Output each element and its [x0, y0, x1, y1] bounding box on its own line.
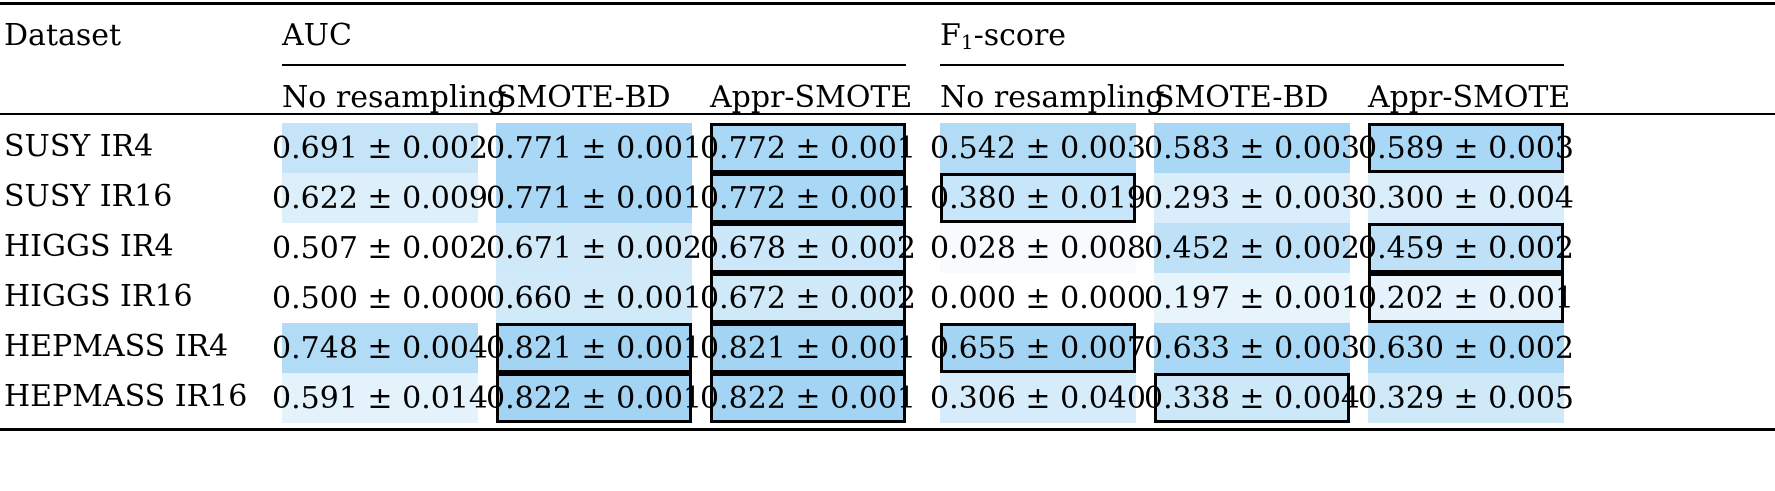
- header-rule: [0, 113, 1775, 115]
- row-label: SUSY IR16: [4, 179, 173, 214]
- table-cell: 0.583 ± 0.003: [1144, 123, 1360, 173]
- table-cell: 0.500 ± 0.000: [272, 273, 488, 323]
- subheader-f1-appr-smote: Appr-SMOTE: [1368, 80, 1571, 115]
- table-cell: 0.591 ± 0.014: [272, 373, 488, 423]
- subheader-auc-smote-bd: SMOTE-BD: [496, 80, 671, 115]
- row-label: HIGGS IR16: [4, 279, 193, 314]
- table-cell: 0.822 ± 0.001: [700, 373, 916, 423]
- auc-group-rule: [282, 64, 906, 66]
- table-cell: 0.452 ± 0.002: [1144, 223, 1360, 273]
- f1-main: F: [940, 18, 961, 53]
- table-cell: 0.821 ± 0.001: [486, 323, 702, 373]
- table-cell: 0.542 ± 0.003: [930, 123, 1146, 173]
- table-cell: 0.691 ± 0.002: [272, 123, 488, 173]
- table-cell: 0.293 ± 0.003: [1144, 173, 1360, 223]
- f1-rest: -score: [973, 18, 1067, 53]
- table-cell: 0.028 ± 0.008: [930, 223, 1146, 273]
- table-cell: 0.300 ± 0.004: [1358, 173, 1574, 223]
- table-cell: 0.380 ± 0.019: [930, 173, 1146, 223]
- subheader-auc-no-resampling: No resampling: [282, 80, 507, 115]
- table-cell: 0.771 ± 0.001: [486, 173, 702, 223]
- table-cell: 0.772 ± 0.001: [700, 173, 916, 223]
- table-cell: 0.622 ± 0.009: [272, 173, 488, 223]
- table-cell: 0.822 ± 0.001: [486, 373, 702, 423]
- row-label: SUSY IR4: [4, 129, 154, 164]
- table-cell: 0.678 ± 0.002: [700, 223, 916, 273]
- table-cell: 0.671 ± 0.002: [486, 223, 702, 273]
- table-cell: 0.821 ± 0.001: [700, 323, 916, 373]
- header-dataset: Dataset: [4, 18, 122, 53]
- row-label: HEPMASS IR16: [4, 379, 248, 414]
- table-cell: 0.507 ± 0.002: [272, 223, 488, 273]
- row-label: HEPMASS IR4: [4, 329, 229, 364]
- subheader-f1-smote-bd: SMOTE-BD: [1154, 80, 1329, 115]
- table-cell: 0.748 ± 0.004: [272, 323, 488, 373]
- subheader-f1-no-resampling: No resampling: [940, 80, 1165, 115]
- row-label: HIGGS IR4: [4, 229, 174, 264]
- table-cell: 0.660 ± 0.001: [486, 273, 702, 323]
- top-rule: [0, 2, 1775, 5]
- table-cell: 0.000 ± 0.000: [930, 273, 1146, 323]
- table-cell: 0.197 ± 0.001: [1144, 273, 1360, 323]
- table-cell: 0.306 ± 0.040: [930, 373, 1146, 423]
- table-cell: 0.672 ± 0.002: [700, 273, 916, 323]
- header-f1-score: F1-score: [940, 16, 1066, 62]
- subheader-auc-appr-smote: Appr-SMOTE: [710, 80, 913, 115]
- table-cell: 0.202 ± 0.001: [1358, 273, 1574, 323]
- f1-group-rule: [940, 64, 1564, 66]
- table-cell: 0.771 ± 0.001: [486, 123, 702, 173]
- header-auc: AUC: [282, 18, 352, 53]
- table-cell: 0.329 ± 0.005: [1358, 373, 1574, 423]
- table-cell: 0.655 ± 0.007: [930, 323, 1146, 373]
- table-cell: 0.338 ± 0.004: [1144, 373, 1360, 423]
- table-cell: 0.459 ± 0.002: [1358, 223, 1574, 273]
- bottom-rule: [0, 428, 1775, 431]
- f1-subscript: 1: [960, 30, 974, 54]
- table-cell: 0.633 ± 0.003: [1144, 323, 1360, 373]
- table-cell: 0.772 ± 0.001: [700, 123, 916, 173]
- table-cell: 0.630 ± 0.002: [1358, 323, 1574, 373]
- table-cell: 0.589 ± 0.003: [1358, 123, 1574, 173]
